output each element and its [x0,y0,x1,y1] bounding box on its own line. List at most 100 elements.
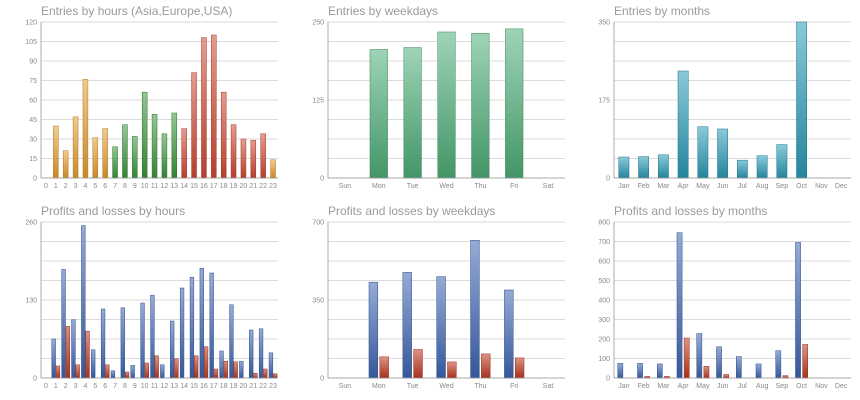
y-tick-label: 45 [29,117,37,124]
bar-mar [657,154,669,179]
x-tick-label: 15 [190,183,198,190]
bar-may [697,126,709,179]
profit-bar-apr [676,232,683,379]
x-tick-label: Nov [815,383,828,390]
x-tick-label: 14 [180,183,188,190]
x-tick-label: 17 [210,383,218,390]
x-tick-label: 14 [180,383,188,390]
bar-23 [270,159,276,179]
loss-bar-18 [223,360,228,379]
chart-title: Profits and losses by hours [41,204,185,218]
chart-panel-profits-losses-by-weekdays: Profits and losses by weekdays 0 350 700 Sun… [287,200,573,400]
x-tick-label: 22 [259,183,267,190]
profit-bar-4 [81,225,86,379]
x-tick-label: 21 [249,383,257,390]
bar-tue [403,47,422,179]
x-tick-label: 4 [83,383,87,390]
bar-8 [122,124,128,179]
x-tick-label: Mar [657,383,670,390]
x-tick-label: 13 [170,183,178,190]
x-tick-label: 13 [170,383,178,390]
x-tick-label: Sun [339,183,352,190]
x-tick-label: Feb [638,183,650,190]
y-tick-label: 120 [25,20,37,27]
x-tick-label: 23 [269,183,277,190]
profit-bar-2 [61,269,66,379]
bar-18 [220,91,227,179]
x-tick-label: 7 [113,383,117,390]
x-tick-label: Jun [717,383,728,390]
y-tick-label: 75 [29,78,37,85]
x-tick-label: 4 [83,183,87,190]
y-tick-label: 350 [312,298,324,305]
y-tick-label: 700 [312,220,324,227]
profit-bar-23 [268,352,274,379]
x-tick-label: 0 [44,183,48,190]
profit-bar-10 [140,302,145,379]
x-tick-label: 10 [141,183,149,190]
x-tick-label: 20 [240,383,248,390]
loss-bar-4 [85,330,90,379]
x-tick-label: 1 [54,183,58,190]
loss-bar-jun [723,374,730,379]
y-tick-label: 700 [598,239,610,246]
profit-bar-sep [775,350,782,379]
loss-bar-oct [802,344,809,379]
y-tick-label: 800 [598,220,610,227]
bar-2 [62,150,69,179]
x-tick-label: 20 [240,183,248,190]
x-tick-label: 23 [269,383,277,390]
bar-apr [677,70,689,179]
bar-12 [161,133,168,179]
bar-9 [132,136,138,179]
loss-bar-1 [55,365,61,379]
bar-aug [756,155,768,179]
chart-title: Entries by weekdays [328,4,438,18]
bar-jul [736,159,748,179]
bar-jun [717,128,729,179]
x-tick-label: 18 [220,183,228,190]
x-tick-label: 11 [151,383,158,390]
profit-bar-13 [170,320,175,379]
x-tick-label: 0 [44,383,48,390]
x-tick-label: 9 [133,183,137,190]
bar-thu [471,32,490,179]
y-tick-label: 500 [598,278,610,285]
profit-bar-jun [716,346,722,379]
profit-bar-feb [637,363,643,379]
bar-20 [240,138,247,179]
x-tick-label: Wed [439,383,453,390]
gridlines [614,221,851,379]
bar-oct [796,21,808,179]
loss-bar-apr [683,337,690,379]
x-tick-label: 3 [74,183,78,190]
x-tick-label: Aug [756,183,769,190]
x-tick-label: 2 [64,183,68,190]
bar-wed [437,31,456,179]
x-tick-label: 10 [141,383,149,390]
bar-4 [82,78,89,179]
profit-bar-aug [755,363,762,379]
x-tick-label: 7 [113,183,117,190]
y-tick-label: 250 [312,20,324,27]
profit-bar-11 [150,294,155,379]
y-tick-label: 0 [320,176,324,183]
y-tick-label: 0 [606,176,610,183]
bar-jan [618,156,630,179]
profit-bar-jul [735,356,742,379]
profit-bar-may [696,333,703,379]
x-tick-label: 2 [64,383,68,390]
loss-bar-6 [105,364,110,379]
x-tick-label: 22 [259,383,267,390]
y-tick-label: 15 [29,156,37,163]
profit-bar-22 [258,328,264,379]
x-tick-label: Jul [738,383,747,390]
x-tick-label: Sep [776,383,789,390]
y-tick-label: 90 [29,59,37,66]
profit-bar-5 [91,349,96,379]
x-tick-label: 21 [249,183,257,190]
y-tick-label: 130 [25,298,37,305]
loss-bar-10 [144,362,149,379]
loss-bar-23 [273,373,278,379]
